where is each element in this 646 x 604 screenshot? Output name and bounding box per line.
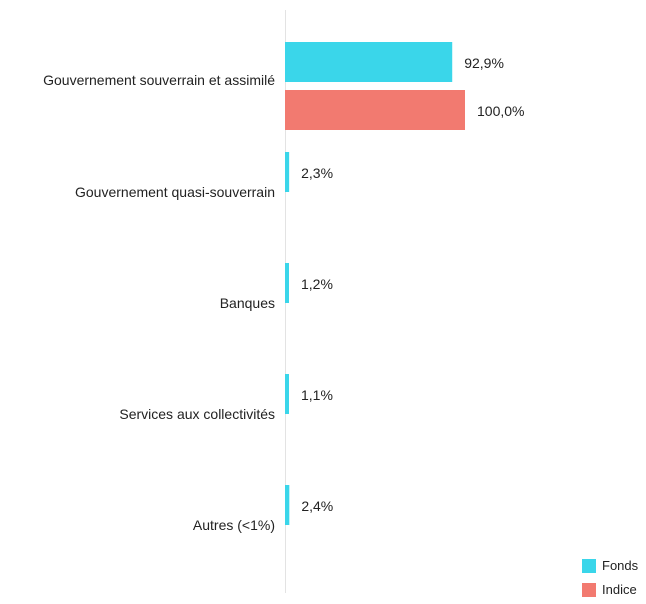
bar-fonds-autres-1: [285, 485, 290, 525]
category-label-autres-1: Autres (<1%): [193, 517, 275, 533]
value-label-indice-gouvernement-souverrain-et-assimile: 100,0%: [477, 103, 524, 119]
bar-fonds-gouvernement-souverrain-et-assimile: [285, 42, 453, 82]
value-label-fonds-autres-1: 2,4%: [301, 498, 333, 514]
legend-item-fonds: Fonds: [582, 556, 638, 576]
bar-fonds-banques: [285, 263, 289, 303]
legend-swatch-indice: [582, 583, 596, 597]
category-label-banques: Banques: [220, 295, 275, 311]
legend-label-fonds: Fonds: [602, 558, 639, 573]
value-label-fonds-gouvernement-quasi-souverrain: 2,3%: [301, 165, 333, 181]
legend: Fonds Indice: [582, 556, 638, 604]
legend-label-indice: Indice: [602, 582, 637, 597]
category-label-services-aux-collectivites: Services aux collectivités: [119, 406, 275, 422]
value-label-fonds-banques: 1,2%: [301, 276, 333, 292]
legend-item-indice: Indice: [582, 580, 638, 600]
value-label-fonds-services-aux-collectivites: 1,1%: [301, 387, 333, 403]
value-label-fonds-gouvernement-souverrain-et-assimile: 92,9%: [464, 55, 504, 71]
category-label-gouvernement-quasi-souverrain: Gouvernement quasi-souverrain: [75, 184, 275, 200]
bar-indice-gouvernement-souverrain-et-assimile: [285, 90, 465, 130]
legend-swatch-fonds: [582, 559, 596, 573]
category-label-gouvernement-souverrain-et-assimile: Gouvernement souverrain et assimilé: [43, 72, 275, 88]
bar-fonds-gouvernement-quasi-souverrain: [285, 152, 290, 192]
bar-fonds-services-aux-collectivites: [285, 374, 289, 414]
chart-marks: 92,9% 100,0% Gouvernement souverrain et as…: [43, 42, 524, 533]
